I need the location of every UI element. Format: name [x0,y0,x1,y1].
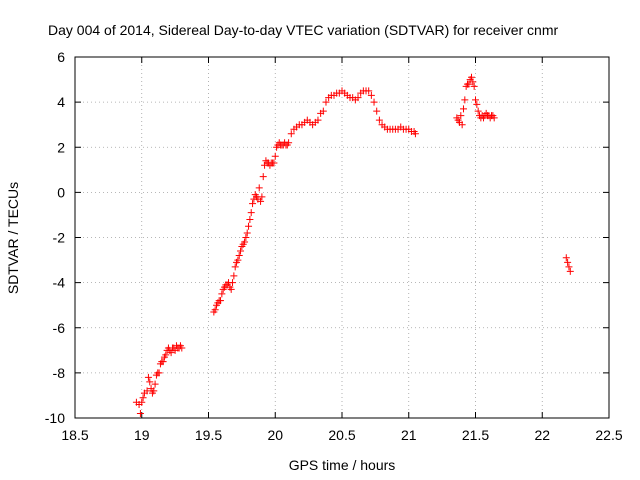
data-point [138,398,146,406]
y-tick-label: 4 [57,94,65,110]
data-point [235,252,243,260]
data-point [259,173,267,181]
data-point [249,200,257,208]
data-point [218,290,226,298]
data-point [319,107,327,115]
data-point [150,387,158,395]
data-point [245,222,253,230]
x-tick-label: 19 [134,427,150,443]
data-point [322,98,330,106]
data-point [470,82,478,90]
data-point [234,256,242,264]
y-tick-label: -4 [53,275,66,291]
data-point [144,373,152,381]
data-point [241,238,249,246]
data-point [270,159,278,167]
data-point [217,297,225,305]
data-point [255,184,263,192]
data-point [231,263,239,271]
data-point [564,258,572,266]
x-tick-label: 21 [401,427,417,443]
data-point [243,229,251,237]
data-point [566,267,574,275]
y-tick-label: 0 [57,184,65,200]
x-tick-label: 18.5 [61,427,88,443]
data-point [271,152,279,160]
data-point [473,100,481,108]
x-tick-labels: 18.5 19 19.5 20 20.5 21 21.5 22 22.5 [61,427,622,443]
x-tick-label: 21.5 [462,427,489,443]
data-point [211,306,219,314]
data-point [375,116,383,124]
data-point [314,116,322,124]
data-point [562,254,570,262]
data-point [246,215,254,223]
data-point [237,247,245,255]
y-tick-label: -10 [45,410,65,426]
data-point [411,130,419,138]
data-point [373,107,381,115]
data-point [258,193,266,201]
data-point [565,263,573,271]
data-point [136,409,144,417]
data-point [285,139,293,147]
x-tick-label: 22 [534,427,550,443]
data-point [227,285,235,293]
plot-frame [74,56,610,419]
data-point [151,380,159,388]
y-tick-label: -2 [53,230,66,246]
data-point [257,197,265,205]
data-point [458,121,466,129]
x-tick-label: 19.5 [195,427,222,443]
data-point [467,73,475,81]
data-point [162,351,170,359]
data-point [370,98,378,106]
data-point [139,394,147,402]
data-point [159,358,167,366]
data-point [229,279,237,287]
data-point [465,80,473,88]
data-point [287,130,295,138]
data-points [132,73,574,417]
data-point [167,349,175,357]
data-point [474,107,482,115]
data-point [472,96,479,104]
y-tick-label: -6 [53,320,66,336]
y-tick-label: 2 [57,139,65,155]
data-point [490,114,498,122]
data-point [143,387,151,395]
x-tick-label: 20.5 [328,427,355,443]
y-tick-label: -8 [53,365,66,381]
data-point [365,87,373,95]
data-point [146,378,154,386]
data-point [459,105,467,113]
data-point [178,344,186,352]
data-point [354,94,362,102]
data-point [230,272,238,280]
gridlines [75,57,609,418]
data-point [155,369,163,377]
data-point [461,96,469,104]
y-tick-label: 6 [57,49,65,65]
data-point [247,209,255,217]
data-point [457,112,465,120]
data-point [367,91,375,99]
x-axis-title: GPS time / hours [289,457,396,473]
y-axis-title: SDTVAR / TECUs [5,182,21,294]
x-tick-label: 22.5 [595,427,622,443]
data-point [469,78,477,86]
y-tick-labels: -10 -8 -6 -4 -2 0 2 4 6 [45,49,65,426]
chart-title: Day 004 of 2014, Sidereal Day-to-day VTE… [48,22,558,38]
x-tick-label: 20 [267,427,283,443]
data-point [242,234,250,241]
